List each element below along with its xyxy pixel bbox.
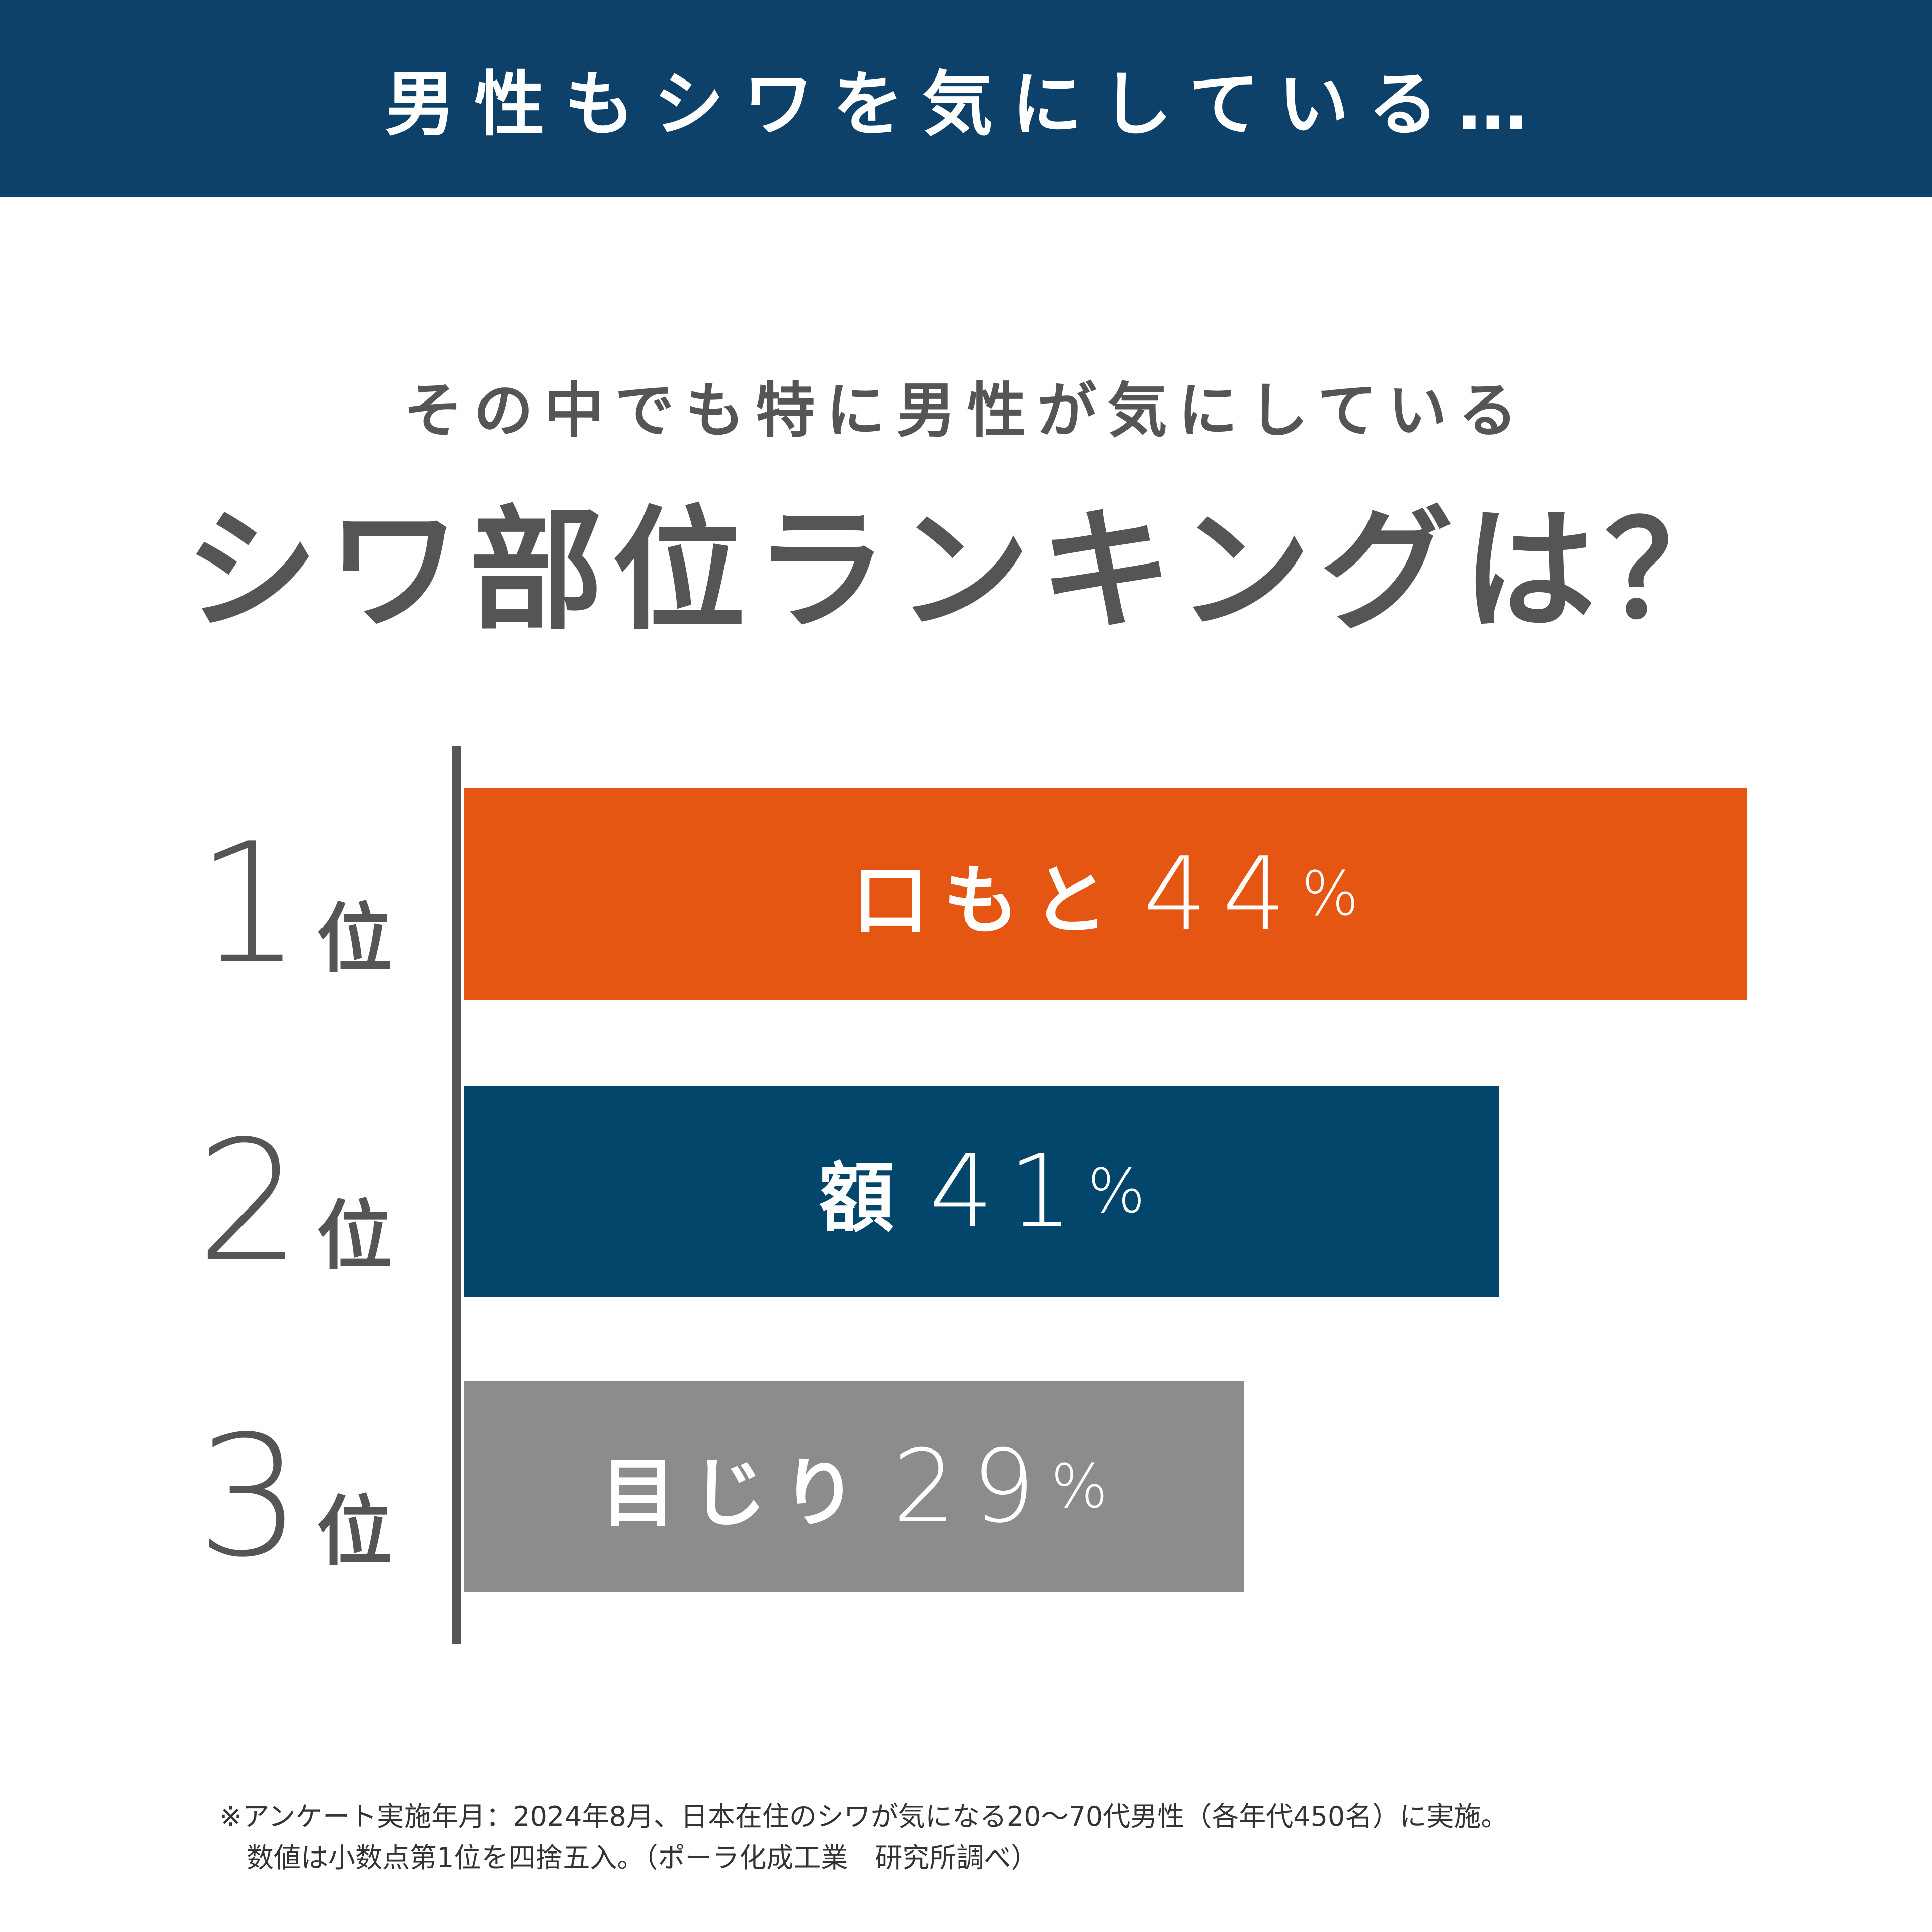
bar-unit-label: %: [1301, 859, 1359, 929]
bar-1: 口もと 44%: [464, 788, 1747, 1000]
bar-value-label: 41: [929, 1133, 1088, 1250]
rank-suffix: 位: [316, 896, 392, 983]
header-title: 男性もシワを気にしている…: [385, 64, 1547, 146]
footnote-line-1: ※アンケート実施年月：2024年8月、日本在住のシワが気になる20〜70代男性（…: [219, 1801, 1508, 1832]
bar-3: 目じり 29%: [464, 1381, 1244, 1592]
rank-suffix: 位: [316, 1193, 392, 1280]
rank-suffix: 位: [316, 1488, 392, 1576]
rank-number: 1: [196, 808, 302, 1001]
rank-number: 2: [196, 1105, 302, 1298]
page-title: シワ部位ランキングは？: [185, 494, 1747, 649]
bar-category-label: 目じり: [600, 1450, 872, 1538]
bar-value-label: 29: [892, 1428, 1051, 1546]
subtitle: その中でも特に男性が気にしている: [403, 376, 1529, 445]
bar-unit-label: %: [1087, 1156, 1145, 1227]
bar-value-label: 44: [1143, 835, 1302, 953]
footnote: ※アンケート実施年月：2024年8月、日本在住のシワが気になる20〜70代男性（…: [219, 1796, 1508, 1879]
bar-unit-label: %: [1051, 1452, 1108, 1522]
bar-category-label: 口もと: [853, 857, 1123, 945]
rank-number: 3: [196, 1400, 302, 1593]
footnote-line-2: 数値は小数点第1位を四捨五入。（ポーラ化成工業 研究所調べ）: [247, 1842, 1038, 1874]
bar-category-label: 額: [819, 1154, 910, 1242]
bar-2: 額 41%: [464, 1086, 1499, 1297]
chart-axis-line: [452, 746, 461, 1644]
header-banner: 男性もシワを気にしている…: [0, 0, 1932, 197]
